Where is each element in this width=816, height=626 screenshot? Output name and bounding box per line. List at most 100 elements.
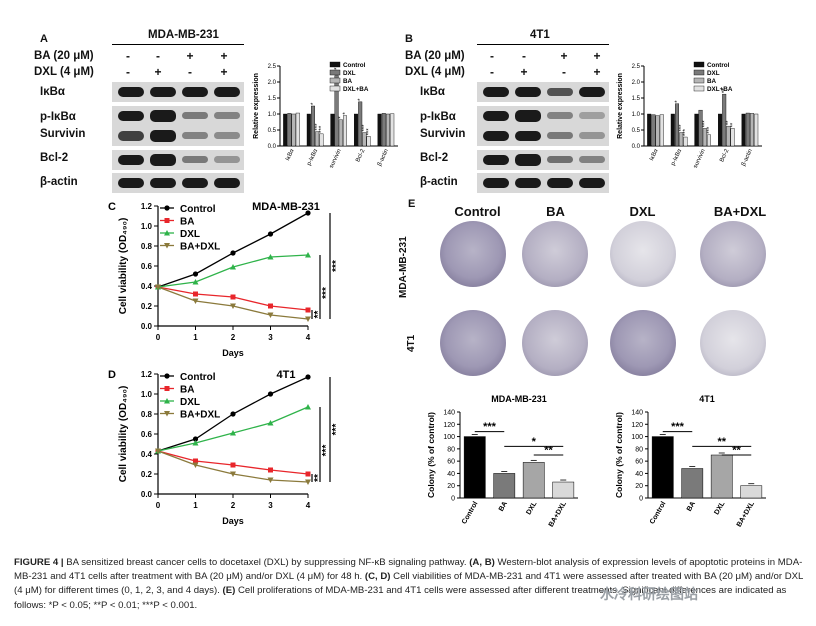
significance-label: ***	[707, 126, 713, 134]
x-tick-label: β-actin	[741, 148, 754, 167]
bar	[287, 113, 292, 147]
bar	[390, 113, 395, 147]
significance-label: *	[532, 436, 537, 448]
significance-label: **	[717, 436, 726, 448]
legend-label: Control	[180, 372, 216, 383]
bar	[730, 128, 735, 147]
bar	[651, 436, 674, 499]
data-point	[230, 294, 236, 300]
y-tick-label: 80	[635, 446, 643, 453]
data-point	[268, 467, 273, 473]
significance-label: **	[730, 122, 736, 127]
y-tick-label: 0	[639, 496, 643, 503]
y-tick-label: 2.0	[632, 80, 641, 86]
sign: -	[490, 65, 494, 79]
x-tick-label: IκBα	[649, 148, 660, 162]
y-tick-label: 1.5	[632, 96, 641, 102]
y-axis-label: Cell viability (OD₄₉₀)	[118, 386, 129, 483]
data-point	[305, 252, 311, 258]
sign: -	[522, 49, 526, 63]
panel-a-cell-line: MDA-MB-231	[148, 29, 219, 41]
data-point	[305, 316, 311, 322]
sign: +	[593, 65, 601, 79]
blot-strip	[112, 173, 244, 193]
significance-label: *	[311, 102, 317, 105]
colony-dish	[700, 310, 766, 376]
sign: -	[562, 65, 566, 79]
panel-a-ba-label: BA (20 μM)	[34, 50, 94, 62]
panel-b-letter: B	[405, 33, 413, 45]
blot-label: IκBα	[420, 86, 445, 98]
x-tick-label: DXL	[713, 500, 726, 516]
y-tick-label: 0.2	[141, 470, 153, 479]
bar	[319, 133, 324, 147]
legend-label: DXL+BA	[343, 86, 369, 93]
bar	[358, 101, 363, 147]
caption-fig-label: FIGURE 4 |	[14, 557, 64, 568]
bar	[295, 112, 300, 147]
chart-title: 4T1	[277, 369, 296, 381]
panel-c-line-chart: 0.0 0.2 0.4 0.6 0.8 1.0 1.2 0 1 2 3 4 Days Cell viabi…	[108, 201, 342, 358]
data-point	[230, 303, 236, 309]
y-tick-label: 0.4	[141, 282, 153, 291]
bar	[749, 113, 754, 147]
bar	[717, 113, 722, 147]
sign: +	[593, 49, 601, 63]
panel-e-mda-bar-chart: MDA-MB-231 0 20 40 60 80 100 120 140 Colony (% of…	[426, 394, 578, 529]
y-tick-label: 0	[451, 496, 455, 503]
caption-text: Cell viabilities of MDA-MB-231 and 4T1 w…	[14, 571, 804, 597]
y-tick-label: 0.6	[141, 262, 153, 271]
x-tick-label: BA+DXL	[548, 500, 569, 529]
data-point	[164, 205, 170, 211]
bar	[385, 113, 390, 147]
x-tick-label: 2	[231, 333, 236, 342]
blot-label: IκBα	[40, 86, 65, 98]
data-point	[230, 264, 236, 270]
x-tick-label: p-IκBα	[670, 148, 683, 167]
y-tick-label: 2.5	[268, 64, 277, 70]
bar	[377, 113, 382, 147]
data-point	[267, 477, 274, 483]
data-point	[192, 440, 199, 446]
x-tick-label: 4	[306, 333, 311, 342]
bar	[754, 113, 759, 147]
x-tick-label: Bcl-2	[719, 148, 730, 164]
bar	[338, 119, 343, 147]
bar	[647, 113, 652, 147]
legend-label: Control	[343, 62, 366, 69]
y-axis-label: Relative expression	[253, 73, 260, 139]
legend-label: BA+DXL	[180, 242, 220, 253]
significance-label: ***	[319, 125, 325, 133]
panel-a-header-rule	[112, 44, 244, 45]
significance-label: *	[343, 112, 349, 115]
blot-label: Survivin	[40, 128, 86, 140]
caption-ref: (E)	[222, 585, 236, 597]
bar	[353, 113, 358, 147]
data-point	[267, 391, 274, 397]
bar	[463, 436, 486, 499]
y-tick-label: 1.2	[141, 370, 153, 379]
data-point	[164, 218, 170, 223]
bar	[362, 132, 367, 147]
data-point	[164, 398, 170, 404]
blot-label: β-actin	[420, 176, 458, 188]
legend-label: DXL	[180, 397, 200, 408]
colony-col-ba: BA	[546, 204, 565, 219]
panel-e-4t1-bar-chart: 4T1 0 20 40 60 80 100 120 140 Colony (% of contro…	[614, 394, 766, 528]
legend-swatch	[329, 69, 341, 76]
bar	[679, 132, 684, 147]
blot-label: β-actin	[40, 176, 78, 188]
panel-letter: C	[108, 201, 116, 213]
y-tick-label: 1.2	[141, 202, 153, 211]
legend-label: BA+DXL	[180, 410, 220, 421]
y-tick-label: 0.0	[632, 144, 641, 150]
data-point	[305, 307, 311, 313]
colony-dish	[700, 221, 766, 287]
bar	[745, 112, 750, 147]
chart-title: MDA-MB-231	[252, 201, 320, 213]
x-tick-label: DXL	[525, 500, 538, 516]
y-axis-label: Relative expression	[617, 73, 624, 139]
significance-label: ***	[362, 124, 368, 132]
bar	[522, 462, 545, 499]
bar	[681, 468, 704, 499]
